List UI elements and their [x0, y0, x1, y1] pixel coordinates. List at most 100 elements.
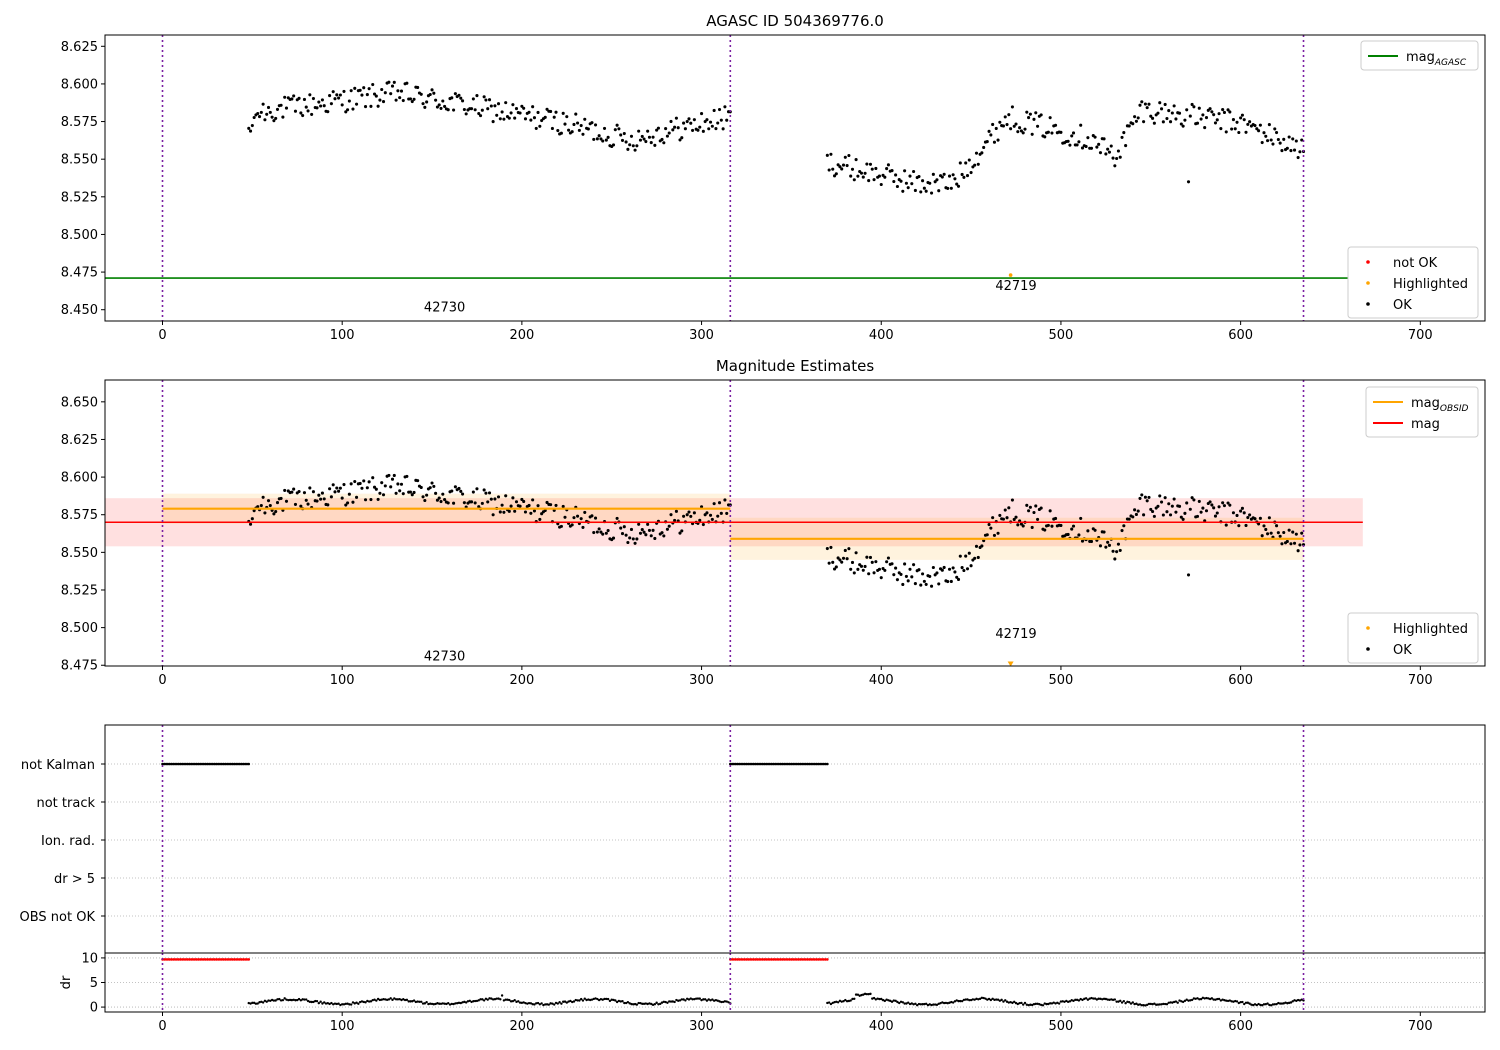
data-point-ok [1106, 540, 1110, 544]
dr-point [720, 1000, 723, 1004]
dr-point-clipped [206, 958, 209, 961]
data-point-ok [958, 161, 962, 165]
dr-point [723, 1000, 727, 1003]
dr-point [346, 1002, 349, 1005]
data-point-ok [635, 537, 639, 541]
dr-point [578, 999, 581, 1002]
data-point-ok [1095, 145, 1099, 149]
data-point-ok [723, 105, 727, 109]
dr-point-clipped [746, 958, 750, 961]
dr-point [378, 998, 382, 1002]
data-point-ok [355, 102, 359, 106]
data-point-ok [1264, 134, 1268, 138]
data-point-ok [687, 117, 691, 121]
dr-point-clipped [245, 958, 249, 961]
dr-point [403, 998, 407, 1002]
data-point-ok [1186, 180, 1191, 184]
flag-point [811, 762, 815, 766]
data-point-ok [559, 524, 563, 528]
data-point-ok [304, 105, 308, 109]
data-point-ok [593, 516, 598, 520]
data-point-ok [275, 107, 280, 111]
dr-point-clipped [811, 958, 815, 961]
data-point-ok [1021, 524, 1025, 528]
data-point-ok [841, 556, 846, 560]
data-point-ok [827, 168, 831, 172]
flag-point [220, 762, 224, 766]
data-point-ok [480, 108, 484, 112]
dr-point [881, 998, 885, 1002]
data-point-ok [302, 97, 307, 102]
data-point-ok [852, 178, 856, 182]
data-point-ok [550, 126, 554, 131]
data-point-ok [649, 534, 653, 538]
flag-point [743, 762, 746, 766]
chart-title: AGASC ID 504369776.0 [706, 12, 884, 30]
flag-row-label: not track [36, 796, 95, 811]
dr-point [833, 1001, 836, 1004]
dr-point-clipped [188, 958, 191, 961]
data-point-ok [335, 486, 339, 490]
dr-point-clipped [238, 958, 242, 961]
data-point-ok [1012, 124, 1016, 128]
dr-point [644, 1002, 648, 1005]
dr-point [432, 1003, 436, 1006]
flag-point [231, 762, 234, 766]
data-point-ok [1053, 516, 1058, 521]
data-point-ok [611, 536, 616, 540]
data-point-ok [581, 525, 585, 529]
dr-point-clipped [209, 958, 213, 961]
data-point-ok [1116, 149, 1120, 153]
obsid-label: 42719 [995, 627, 1036, 642]
obsid-label: 42719 [995, 279, 1036, 294]
dr-point [588, 998, 592, 1002]
data-point-ok [834, 172, 838, 176]
data-point-ok [919, 583, 923, 587]
data-point-ok [1107, 150, 1112, 154]
dr-point [1234, 999, 1237, 1003]
dr-point-clipped [813, 958, 817, 961]
data-point-ok [583, 117, 587, 121]
data-point-ok [1282, 137, 1286, 141]
dr-point-clipped [162, 958, 166, 961]
data-point-ok [401, 492, 405, 496]
dr-point [1086, 998, 1090, 1001]
data-point-ok [443, 104, 447, 108]
legend-label: mag [1411, 417, 1440, 432]
dr-point [989, 998, 993, 1002]
dr-point [438, 1002, 441, 1005]
data-point-ok [606, 135, 610, 139]
data-point-ok [1018, 126, 1022, 130]
dr-point [1192, 997, 1196, 1000]
data-point-ok [372, 92, 377, 96]
flag-point [182, 762, 186, 766]
data-point-ok [283, 95, 287, 99]
data-point-ok [532, 116, 537, 120]
flag-point [766, 762, 770, 766]
dr-point [499, 998, 502, 1001]
flag-point [215, 762, 218, 766]
data-point-ok [669, 119, 673, 124]
dr-point [862, 993, 865, 996]
dr-point-clipped [775, 958, 779, 961]
data-point-ok [1197, 499, 1201, 503]
dr-point-clipped [815, 958, 818, 961]
data-point-ok [626, 540, 630, 545]
data-point-ok [637, 129, 641, 133]
data-point-ok [676, 126, 680, 130]
dr-point [1023, 1001, 1027, 1005]
dr-point-clipped [186, 958, 189, 961]
data-point-ok [536, 110, 540, 115]
flag-point [202, 762, 206, 766]
dr-point [472, 1000, 475, 1003]
dr-point [666, 1001, 669, 1004]
data-point-ok [994, 126, 998, 130]
data-point-ok [511, 103, 515, 107]
data-point-ok [511, 496, 515, 500]
data-point-ok [459, 489, 463, 493]
data-point-ok [543, 115, 547, 119]
data-point-ok [1188, 114, 1192, 118]
data-point-ok [351, 107, 355, 111]
dr-point [1101, 998, 1104, 1001]
